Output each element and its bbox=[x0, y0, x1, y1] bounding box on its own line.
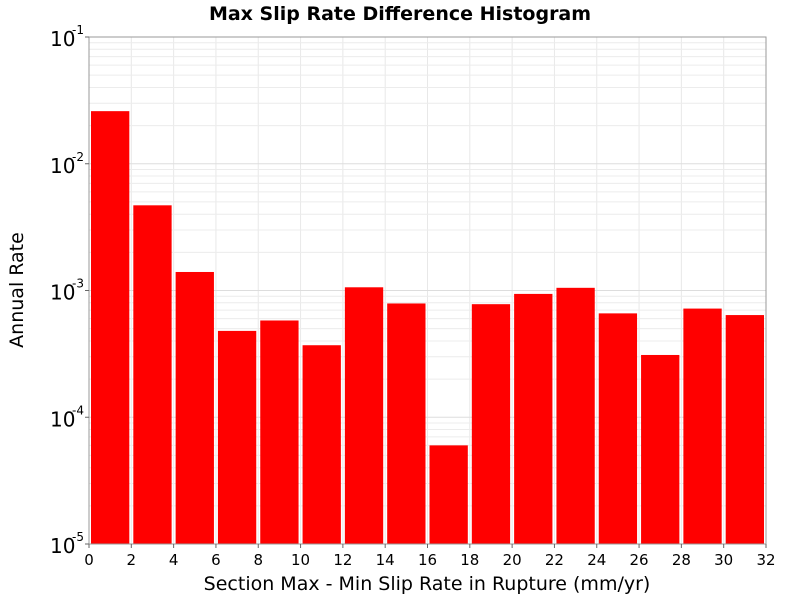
y-tick-exponent: -3 bbox=[72, 277, 84, 291]
histogram-bar bbox=[471, 304, 511, 544]
x-tick-label: 28 bbox=[672, 551, 691, 569]
x-tick-label: 30 bbox=[714, 551, 733, 569]
histogram-bar bbox=[641, 354, 680, 544]
x-tick-label: 16 bbox=[418, 551, 437, 569]
histogram-bar bbox=[598, 313, 638, 544]
bars bbox=[91, 111, 764, 545]
x-axis-ticks: 0 2 4 6 8 10 12 14 16 18 20 22 24 26 28 30 32 bbox=[84, 544, 776, 569]
histogram-bar bbox=[514, 293, 553, 544]
y-tick-base: 10 bbox=[50, 407, 75, 431]
x-tick-label: 32 bbox=[756, 551, 775, 569]
histogram-bar bbox=[91, 111, 130, 544]
histogram-bar bbox=[175, 271, 214, 544]
y-tick-base: 10 bbox=[50, 281, 75, 305]
histogram-bar bbox=[683, 308, 722, 544]
x-tick-label: 24 bbox=[587, 551, 606, 569]
x-tick-label: 2 bbox=[127, 551, 137, 569]
x-tick-label: 10 bbox=[291, 551, 310, 569]
x-tick-label: 18 bbox=[460, 551, 479, 569]
y-tick-exponent: -2 bbox=[72, 150, 84, 164]
x-tick-label: 14 bbox=[376, 551, 395, 569]
histogram-bar bbox=[344, 287, 384, 544]
x-tick-label: 22 bbox=[545, 551, 564, 569]
y-tick-label: 10-5 bbox=[50, 530, 84, 558]
x-tick-label: 20 bbox=[503, 551, 522, 569]
histogram-bar bbox=[260, 320, 299, 544]
y-tick-exponent: -4 bbox=[72, 403, 84, 417]
y-tick-base: 10 bbox=[50, 27, 75, 51]
y-tick-label: 10-4 bbox=[50, 403, 84, 431]
y-tick-label: 10-3 bbox=[50, 277, 84, 305]
y-tick-base: 10 bbox=[50, 154, 75, 178]
y-tick-label: 10-2 bbox=[50, 150, 84, 178]
y-tick-label: 10-1 bbox=[50, 23, 84, 51]
x-tick-label: 12 bbox=[333, 551, 352, 569]
histogram-bar bbox=[556, 287, 595, 544]
x-tick-label: 8 bbox=[253, 551, 263, 569]
x-axis-label: Section Max - Min Slip Rate in Rupture (… bbox=[204, 573, 651, 595]
x-tick-label: 0 bbox=[84, 551, 94, 569]
x-tick-label: 26 bbox=[630, 551, 649, 569]
histogram-bar bbox=[725, 315, 764, 544]
y-axis-ticks: 10-510-410-310-210-1 bbox=[50, 23, 89, 558]
y-axis-label: Annual Rate bbox=[6, 232, 28, 348]
histogram-bar bbox=[133, 205, 172, 545]
chart-title: Max Slip Rate Difference Histogram bbox=[209, 3, 591, 25]
histogram-bar bbox=[429, 445, 468, 544]
x-tick-label: 4 bbox=[169, 551, 179, 569]
y-tick-exponent: -5 bbox=[72, 530, 84, 544]
histogram-bar bbox=[387, 303, 426, 544]
x-tick-label: 6 bbox=[211, 551, 221, 569]
y-tick-exponent: -1 bbox=[72, 23, 84, 37]
y-tick-base: 10 bbox=[50, 534, 75, 558]
histogram-bar bbox=[217, 330, 257, 544]
histogram-bar bbox=[302, 345, 341, 544]
